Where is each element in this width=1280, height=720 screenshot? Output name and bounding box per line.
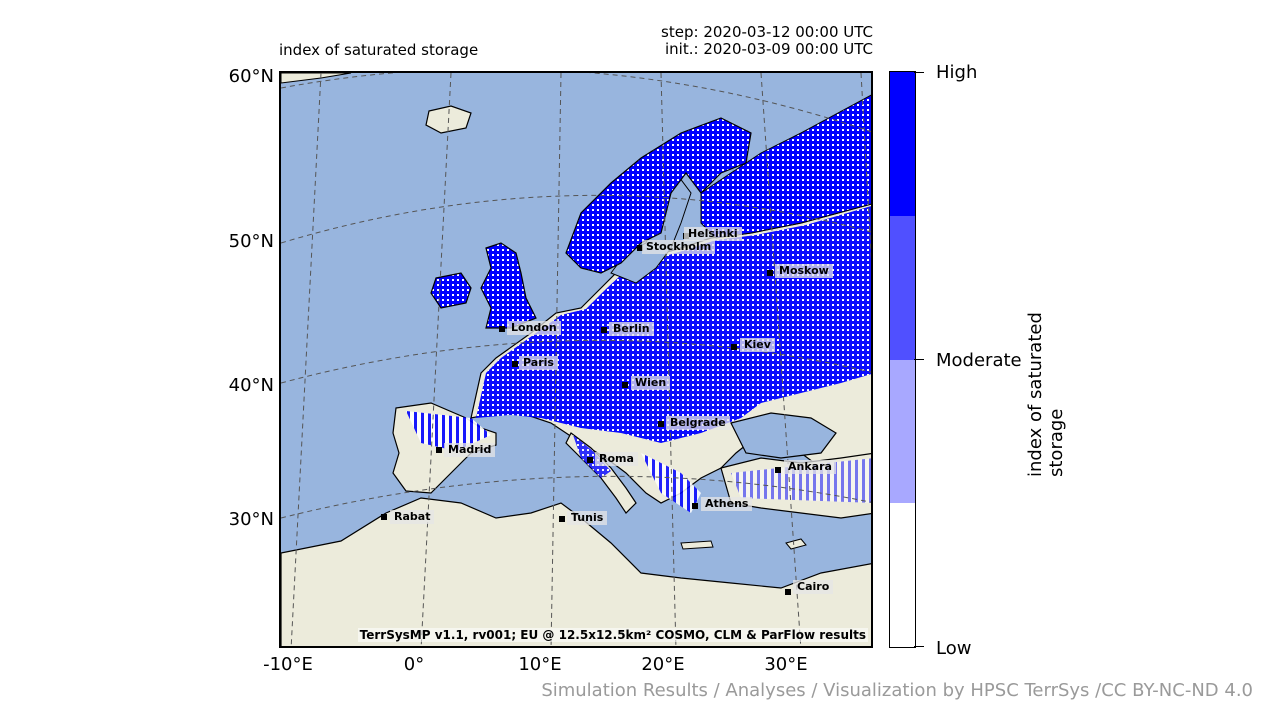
init-time: init.: 2020-03-09 00:00 UTC [665,40,873,58]
city-wien: Wien [631,376,671,390]
city-athens: Athens [701,497,753,511]
colorbar-label-low: Low [936,638,972,659]
city-dot-ankara [775,467,781,473]
city-london: London [507,321,561,335]
colorbar [889,71,916,648]
colorbar-tick-high [914,72,924,73]
lon-label-30: 30°E [764,654,808,675]
model-credit: TerrSysMP v1.1, rv001; EU @ 12.5x12.5km²… [357,628,868,642]
city-dot-moskow [767,270,773,276]
city-madrid: Madrid [444,443,496,457]
city-ankara: Ankara [784,460,836,474]
time-info: step: 2020-03-12 00:00 UTC init.: 2020-0… [661,24,873,58]
city-paris: Paris [519,356,558,370]
city-dot-rabat [381,514,387,520]
map-canvas [281,73,871,646]
colorbar-tick-moderate [914,359,924,360]
city-dot-roma [587,457,593,463]
lon-label-10: 10°E [518,654,562,675]
britain-land [480,242,537,329]
city-dot-paris [512,361,518,367]
city-cairo: Cairo [793,580,834,594]
graticule [281,73,871,646]
colorbar-seg-low [890,503,915,647]
lat-label-50: 50°N [228,231,274,252]
colorbar-seg-lower [890,359,915,504]
city-stockholm: Stockholm [642,240,716,254]
colorbar-label-high: High [936,62,978,83]
city-dot-wien [622,382,628,388]
europe-map[interactable]: Helsinki Stockholm Moskow London Berlin … [279,71,873,648]
lon-label-20: 20°E [641,654,685,675]
lat-label-40: 40°N [228,375,274,396]
lon-label-0: 0° [403,654,425,675]
africa-land [281,497,871,646]
colorbar-tick-low [914,646,924,647]
ireland-land [430,272,472,309]
colorbar-title: index of saturated storage [1025,312,1067,477]
city-roma: Roma [595,452,638,466]
city-dot-athens [692,503,698,509]
colorbar-seg-high [890,72,915,216]
city-dot-madrid [436,447,442,453]
city-moskow: Moskow [775,264,833,278]
city-rabat: Rabat [390,510,435,524]
city-kiev: Kiev [740,338,775,352]
city-dot-belgrade [658,421,664,427]
colorbar-label-moderate: Moderate [936,350,1022,371]
city-helsinki: Helsinki [684,227,742,241]
city-dot-london [499,326,505,332]
city-dot-berlin [601,327,607,333]
black-sea [730,412,837,459]
scandinavia-land [565,117,752,274]
city-dot-tunis [559,516,565,522]
city-berlin: Berlin [609,322,654,336]
city-belgrade: Belgrade [666,416,730,430]
city-tunis: Tunis [567,511,608,525]
city-dot-cairo [785,589,791,595]
colorbar-seg-upper [890,215,915,360]
footer-attribution: Simulation Results / Analyses / Visualiz… [541,680,1253,701]
map-title: index of saturated storage [279,41,479,59]
lat-label-60: 60°N [228,66,274,87]
city-dot-kiev [731,344,737,350]
lon-label-m10: -10°E [263,654,313,675]
lat-label-30: 30°N [228,509,274,530]
city-dot-stockholm [637,245,643,251]
step-time: step: 2020-03-12 00:00 UTC [661,23,873,41]
